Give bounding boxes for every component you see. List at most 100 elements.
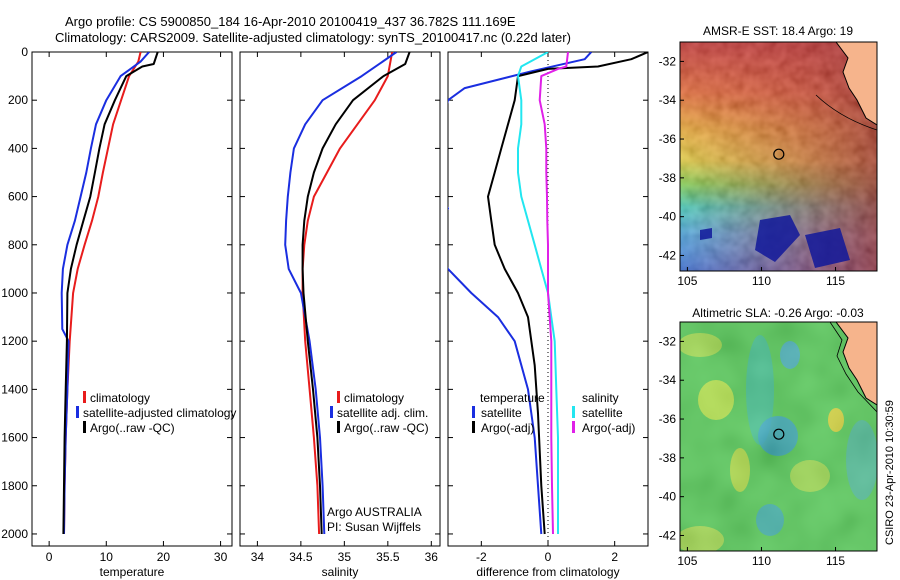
map-y-tick-label: -42 (659, 528, 677, 542)
map-x-tick-label: 110 (752, 274, 771, 288)
y-tick-label: 1800 (1, 479, 28, 493)
x-tick-label: 20 (157, 550, 171, 564)
legend-label: climatology (90, 391, 150, 405)
legend-label: Argo(-adj) (481, 421, 534, 435)
x-tick-label: 2 (611, 550, 618, 564)
y-tick-label: 800 (8, 238, 28, 252)
y-tick-label: 1000 (1, 286, 28, 300)
x-tick-label: 36 (425, 550, 439, 564)
series-line-satellite-adjusted-climatology (60, 52, 150, 535)
temperature-panel: 0 10 20 30 0 200 400 600 800 1000 1200 1400 1600 1800… (1, 45, 233, 579)
legend-swatch-sal-satellite (572, 406, 575, 418)
y-tick-label: 0 (21, 45, 28, 59)
map-x-tick-label: 115 (826, 554, 845, 568)
map-x-tick-label: 105 (677, 554, 697, 568)
y-tick-label: 2000 (1, 527, 28, 541)
map-x-tick-label: 110 (752, 554, 771, 568)
legend-label: Argo(..raw -QC) (344, 421, 429, 435)
y-tick-label: 1400 (1, 382, 28, 396)
legend-label: satellite adj. clim. (337, 406, 428, 420)
x-tick-label: 35 (338, 550, 352, 564)
legend-swatch-argo (337, 421, 340, 433)
legend-label: satellite-adjusted climatology (83, 406, 236, 420)
legend-swatch-satellite (330, 406, 333, 418)
sst-argo-marker (773, 148, 785, 160)
x-axis-label: difference from climatology (476, 565, 619, 579)
legend-heading-temperature: temperature (480, 391, 545, 405)
temperature-legend: climatology satellite-adjusted climatolo… (76, 391, 236, 435)
map-y-tick-label: -32 (659, 54, 677, 68)
x-tick-label: 35.5 (376, 550, 400, 564)
map-x-tick-label: 115 (826, 274, 845, 288)
argo-australia-note: Argo AUSTRALIA (327, 505, 422, 519)
legend-swatch-temp-argo (472, 421, 475, 433)
legend-swatch-climatology (83, 391, 86, 403)
legend-label: satellite (582, 406, 623, 420)
legend-swatch-sal-argo (572, 421, 575, 433)
plot-frame (239, 51, 441, 547)
map-y-tick-label: -40 (659, 490, 677, 504)
sla-map-title: Altimetric SLA: -0.26 Argo: -0.03 (692, 306, 864, 320)
legend-swatch-satellite (76, 406, 79, 418)
legend-label: satellite (481, 406, 522, 420)
series-line-salinity-satellite (517, 52, 559, 534)
x-tick-label: 34.5 (289, 550, 313, 564)
x-tick-label: 0 (545, 550, 552, 564)
header-line2: Climatology: CARS2009. Satellite-adjuste… (55, 30, 571, 45)
map-y-tick-label: -38 (659, 451, 677, 465)
plot-frame (31, 51, 233, 547)
series-line-argo-raw-qc- (301, 52, 411, 535)
y-tick-label: 400 (8, 141, 28, 155)
y-tick-label: 1200 (1, 334, 28, 348)
sst-map-title: AMSR-E SST: 18.4 Argo: 19 (703, 24, 853, 38)
series-line-temperature-argo-adj- (487, 52, 648, 535)
sla-map-image (680, 322, 877, 551)
map-y-tick-label: -36 (659, 132, 677, 146)
map-x-tick-label: 105 (677, 274, 697, 288)
x-tick-label: 0 (46, 550, 53, 564)
x-tick-label: 10 (100, 550, 114, 564)
legend-swatch-temp-satellite (472, 406, 475, 418)
salinity-legend: climatology satellite adj. clim. Argo(..… (327, 391, 429, 534)
header-line1: Argo profile: CS 5900850_184 16-Apr-2010… (65, 14, 516, 29)
legend-heading-salinity: salinity (582, 391, 619, 405)
map-y-tick-label: -38 (659, 171, 677, 185)
map-y-tick-label: -36 (659, 412, 677, 426)
sla-map-frame (679, 321, 878, 552)
map-y-tick-label: -34 (659, 373, 677, 387)
series-line-salinity-argo-adj- (538, 52, 569, 535)
sla-land (836, 322, 877, 405)
x-tick-label: 30 (214, 550, 228, 564)
x-tick-label: -2 (476, 550, 487, 564)
sst-land (836, 42, 877, 125)
y-tick-label: 200 (8, 93, 28, 107)
series-line-climatology (63, 52, 142, 535)
x-axis-label: temperature (100, 565, 165, 579)
y-tick-label: 1600 (1, 431, 28, 445)
series-line-argo-raw-qc- (62, 52, 159, 535)
map-y-tick-label: -34 (659, 93, 677, 107)
legend-swatch-climatology (337, 391, 340, 403)
sst-map-axes: 105 110 115 -32 -34 -36 -38 -40 -42 (659, 54, 846, 288)
x-tick-label: 34 (251, 550, 265, 564)
map-y-tick-label: -40 (659, 210, 677, 224)
sst-map-image (680, 42, 877, 271)
csiro-timestamp: CSIRO 23-Apr-2010 10:30:59 (884, 400, 896, 545)
difference-legend: temperature satellite Argo(-adj) salinit… (472, 391, 635, 435)
legend-label: Argo(-adj) (582, 421, 635, 435)
sla-map-axes: 105 110 115 -32 -34 -36 -38 -40 -42 (659, 334, 846, 568)
legend-swatch-argo (83, 421, 86, 433)
sst-map-frame (679, 41, 878, 272)
map-y-tick-label: -32 (659, 334, 677, 348)
legend-label: Argo(..raw -QC) (90, 421, 175, 435)
legend-label: climatology (344, 391, 404, 405)
x-axis-label: salinity (322, 565, 359, 579)
y-tick-label: 600 (8, 190, 28, 204)
pi-note: PI: Susan Wijffels (327, 520, 421, 534)
series-line-climatology (301, 52, 394, 535)
series-line-temperature-satellite (448, 52, 593, 535)
salinity-panel: 34 34.5 35 35.5 36 salinity (239, 51, 441, 579)
map-y-tick-label: -42 (659, 248, 677, 262)
